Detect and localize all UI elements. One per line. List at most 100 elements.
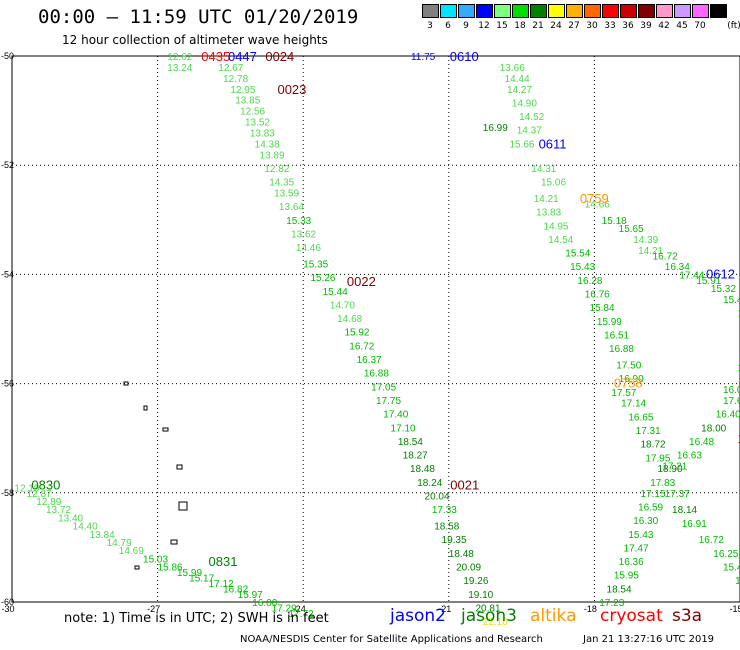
map-subtitle: 12 hour collection of altimeter wave hei… xyxy=(62,33,328,47)
color-swatch xyxy=(476,4,493,18)
wave-height-value: 16.72 xyxy=(699,535,724,546)
wave-height-value: 16.40 xyxy=(716,410,740,421)
wave-height-value: 16.28 xyxy=(577,276,602,287)
color-swatch xyxy=(584,4,601,18)
wave-height-value: 14.52 xyxy=(519,112,544,123)
pass-time-label: 0758 xyxy=(614,376,643,391)
wave-height-value: 13.83 xyxy=(250,128,275,139)
wave-height-value: 17.40 xyxy=(383,410,408,421)
wave-height-value: 12.82 xyxy=(264,164,289,175)
wave-height-value: 15.66 xyxy=(509,139,534,150)
color-swatch xyxy=(494,4,511,18)
color-swatch xyxy=(512,4,529,18)
wave-height-value: 16.51 xyxy=(604,330,629,341)
color-swatch-label: 39 xyxy=(640,21,652,31)
wave-height-value: 16.63 xyxy=(677,451,702,462)
wave-height-value: 14.27 xyxy=(507,85,532,96)
wave-height-value: 14.35 xyxy=(269,178,294,189)
wave-height-value: 13.40 xyxy=(58,513,83,524)
wave-height-value: 17.10 xyxy=(391,423,416,434)
wave-height-value: 15.33 xyxy=(286,216,311,227)
map-title: 00:00 – 11:59 UTC 01/20/2019 xyxy=(38,6,359,28)
wave-height-value: 15.06 xyxy=(541,178,566,189)
wave-height-value: 18.00 xyxy=(701,423,726,434)
legend-altika: altika xyxy=(530,606,577,626)
wave-height-value: 13.59 xyxy=(274,189,299,200)
wave-height-value: 16.90 xyxy=(619,374,644,385)
wave-height-value: 16.72 xyxy=(349,341,374,352)
wave-height-value: 15.84 xyxy=(590,303,615,314)
wave-height-value: 15.97 xyxy=(238,590,263,601)
wave-height-value: 18.27 xyxy=(403,451,428,462)
wave-height-value: 12.56 xyxy=(240,107,265,118)
wave-height-value: 12.87 xyxy=(27,489,52,500)
color-swatch-label: 33 xyxy=(604,21,616,31)
color-swatch xyxy=(656,4,673,18)
wave-height-value: 18.54 xyxy=(398,437,423,448)
wave-height-value: 15.7 xyxy=(738,363,740,374)
lon-tick-label: -27 xyxy=(147,604,160,614)
wave-height-value: 15 xyxy=(735,576,740,587)
wave-height-value: 11.75 xyxy=(411,52,436,63)
pass-time-label: 0759 xyxy=(580,191,609,206)
wave-height-value: 15.54 xyxy=(565,249,590,260)
pass-time-label: 0023 xyxy=(277,82,306,97)
wave-height-value: 14.37 xyxy=(517,126,542,137)
color-swatch xyxy=(710,4,727,18)
wave-height-value: 15.65 xyxy=(619,224,644,235)
wave-height-value: 15.18 xyxy=(602,216,627,227)
wave-height-value: 14.68 xyxy=(337,314,362,325)
lat-tick-label: -50 xyxy=(1,51,14,61)
pass-time-label: 0611 xyxy=(539,136,567,151)
wave-height-value: 17.05 xyxy=(371,382,396,393)
color-swatch-label: 3 xyxy=(427,21,433,31)
wave-height-value: 16.65 xyxy=(628,412,653,423)
wave-height-value: 17.57 xyxy=(611,388,636,399)
color-swatch xyxy=(602,4,619,18)
wave-height-value: 15.03 xyxy=(143,554,168,565)
lat-tick-label: -58 xyxy=(1,488,14,498)
color-swatch-label: 70 xyxy=(694,21,706,31)
wave-height-value: 16.99 xyxy=(483,123,508,134)
wave-height-value: 19.10 xyxy=(468,590,493,601)
color-swatch xyxy=(458,4,475,18)
wave-height-value: 17.47 xyxy=(624,543,649,554)
color-swatch xyxy=(440,4,457,18)
wave-height-value: 14.79 xyxy=(107,538,132,549)
wave-height-value: 13.62 xyxy=(291,229,316,240)
wave-height-value: 18.48 xyxy=(410,464,435,475)
grid-lines xyxy=(11,55,740,603)
pass-time-label: 0831 xyxy=(209,554,238,569)
color-swatch-label: 18 xyxy=(514,21,526,31)
wave-height-value: 17.15 xyxy=(641,489,666,500)
wave-height-value: 12.78 xyxy=(223,74,248,85)
color-swatch xyxy=(692,4,709,18)
wave-height-value: 16.34 xyxy=(665,262,690,273)
wave-height-value: 17.72 xyxy=(289,609,314,620)
wave-height-value: 16.25 xyxy=(713,549,738,560)
wave-height-value: 22.10 xyxy=(483,617,508,628)
wave-height-value: 14.66 xyxy=(585,199,610,210)
wave-height-value: 13.72 xyxy=(46,505,71,516)
wave-height-value: 16.82 xyxy=(223,584,248,595)
wave-height-value: 14.95 xyxy=(543,221,568,232)
color-swatch-label: 45 xyxy=(676,21,688,31)
wave-height-value: 14.40 xyxy=(73,522,98,533)
wave-height-value: 16.72 xyxy=(653,251,678,262)
wave-height-value: 15.4 xyxy=(723,563,740,574)
color-swatch xyxy=(422,4,439,18)
pass-time-label: 0610 xyxy=(450,49,479,64)
color-swatch-label: 12 xyxy=(478,21,490,31)
wave-height-value: 17.12 xyxy=(209,579,234,590)
wave-height-value: 15.17 xyxy=(189,573,214,584)
lat-tick-label: -60 xyxy=(1,597,14,607)
wave-height-value: 17.83 xyxy=(650,478,675,489)
wave-height-value: 14.21 xyxy=(534,194,559,205)
wave-height-value: 20.81 xyxy=(475,603,500,614)
color-swatch-label: 42 xyxy=(658,21,670,31)
wave-height-value: 15.44 xyxy=(323,287,348,298)
color-swatch xyxy=(566,4,583,18)
